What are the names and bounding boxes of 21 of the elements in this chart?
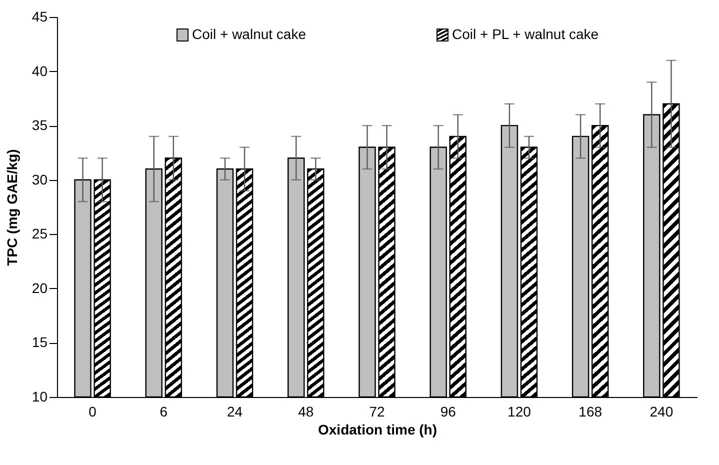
x-axis-title: Oxidation time (h): [318, 422, 437, 438]
y-tick-label: 20: [32, 280, 48, 296]
x-tick-label: 48: [298, 404, 314, 420]
x-tick-label: 72: [369, 404, 385, 420]
y-axis-title: TPC (mg GAE/kg): [4, 149, 20, 266]
y-tick-label: 25: [32, 226, 48, 242]
y-tick-label: 35: [32, 117, 48, 134]
y-tick-label: 45: [32, 8, 48, 24]
x-tick-label: 24: [226, 404, 243, 420]
y-tick-label: 30: [32, 171, 48, 188]
legend-label: Coil + walnut cake: [192, 26, 306, 42]
x-tick-label: 96: [440, 404, 456, 420]
x-tick-label: 168: [578, 404, 602, 420]
y-tick-label: 10: [32, 388, 48, 404]
x-tick-label: 6: [160, 404, 168, 420]
x-tick-label: 240: [650, 404, 674, 420]
y-tick-label: 15: [32, 334, 48, 350]
y-tick-label: 40: [32, 62, 48, 79]
legend-label: Coil + PL + walnut cake: [452, 26, 599, 42]
x-tick-label: 120: [508, 404, 532, 420]
x-tick-label: 0: [88, 404, 97, 420]
